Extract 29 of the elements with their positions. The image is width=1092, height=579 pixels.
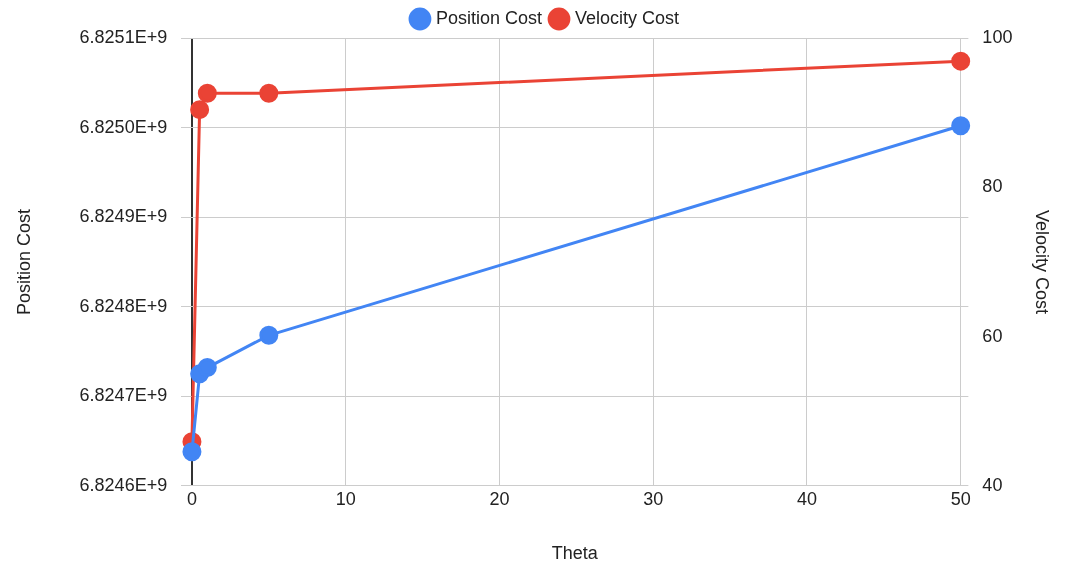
y-tick-label: 6.8250E+9 [79, 116, 168, 137]
point [182, 442, 202, 462]
y-tick-label: 6.8247E+9 [79, 385, 168, 406]
y-tick-label: 6.8251E+9 [79, 26, 168, 47]
x-tick-label: 30 [643, 488, 664, 509]
point [259, 325, 279, 345]
y2-tick-label: 100 [982, 26, 1013, 47]
y-tick-label: 6.8249E+9 [79, 206, 168, 227]
y2-tick-label: 40 [982, 474, 1003, 495]
y2-tick-label: 80 [982, 176, 1003, 197]
legend-label: Position Cost [435, 7, 543, 28]
point [197, 358, 217, 378]
legend-label: Velocity Cost [575, 7, 680, 28]
x-tick-label: 50 [950, 488, 971, 509]
point [197, 83, 217, 103]
point [951, 51, 971, 71]
point [951, 116, 971, 136]
y2-tick-label: 60 [982, 325, 1003, 346]
x-axis-title: Theta [551, 543, 599, 564]
y2-axis-title: Velocity Cost [1032, 209, 1053, 314]
x-tick-label: 20 [489, 488, 510, 509]
x-tick-label: 10 [335, 488, 356, 509]
y-axis-title: Position Cost [13, 208, 34, 315]
y-tick-label: 6.8248E+9 [79, 295, 168, 316]
point [259, 83, 279, 103]
x-tick-label: 40 [796, 488, 817, 509]
x-tick-label: 0 [186, 488, 197, 509]
point [190, 100, 210, 120]
y-tick-label: 6.8246E+9 [79, 474, 168, 495]
